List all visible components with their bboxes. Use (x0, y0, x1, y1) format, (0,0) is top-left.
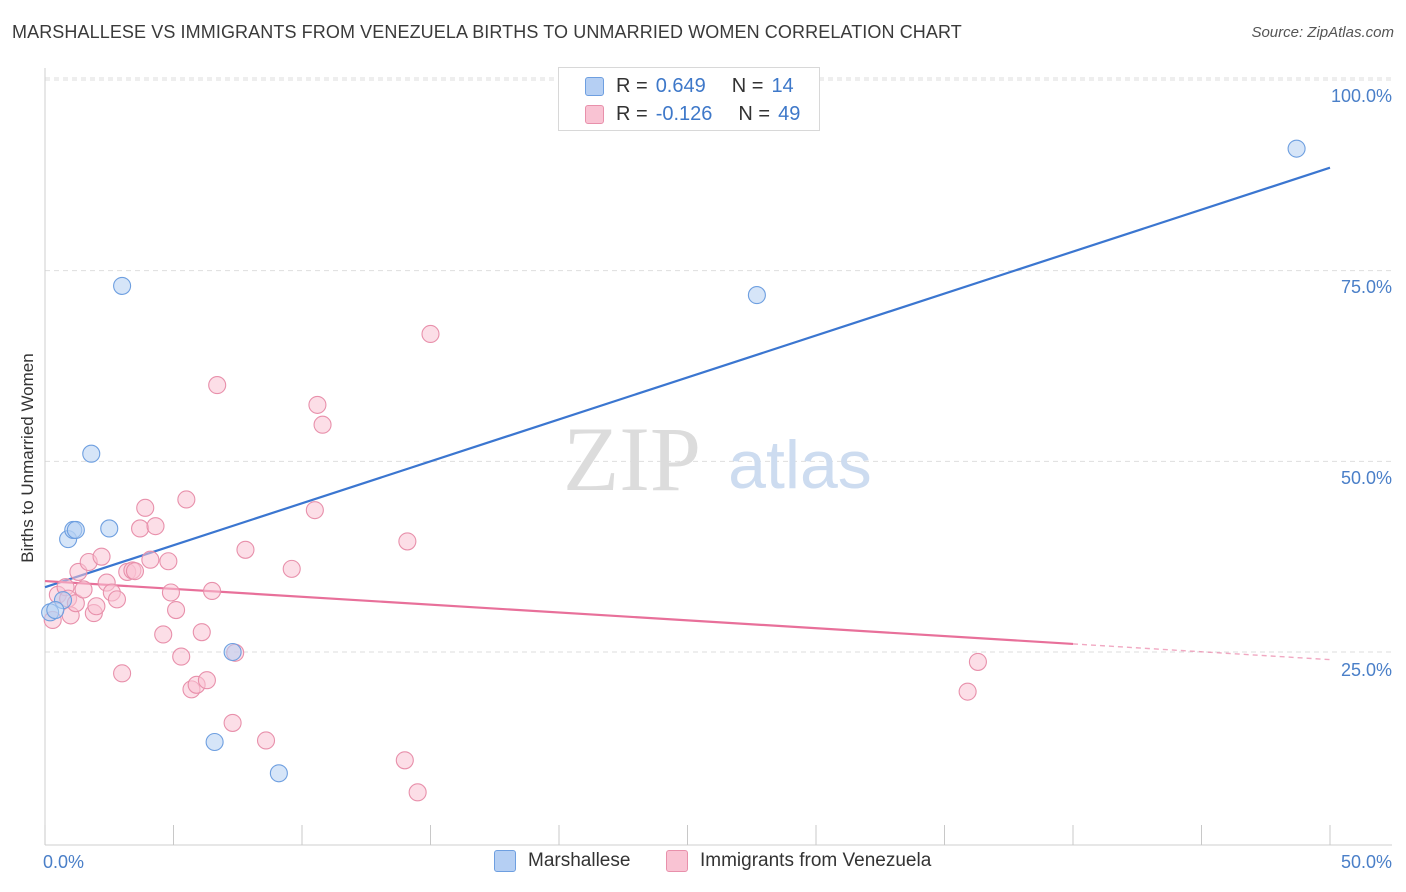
data-point (136, 498, 155, 517)
chart-title: MARSHALLESE VS IMMIGRANTS FROM VENEZUELA… (12, 22, 962, 42)
data-points (41, 139, 1306, 802)
data-point (87, 597, 106, 616)
legend-label: Marshallese (528, 850, 631, 871)
axes (44, 68, 1392, 846)
legend-n-label: N = (738, 102, 771, 125)
data-point (46, 601, 65, 620)
data-point (131, 519, 150, 538)
y-tick-label: 100.0% (1330, 86, 1392, 106)
data-point (395, 751, 414, 770)
data-point (113, 276, 132, 295)
data-point (107, 590, 127, 609)
legend-r-value: 0.649 (655, 74, 706, 97)
data-point (197, 671, 216, 690)
watermark-zip: ZIP (563, 408, 701, 510)
data-point (282, 559, 301, 578)
trend-line (44, 166, 1331, 589)
data-point (958, 682, 977, 701)
data-point (154, 625, 173, 644)
data-point (146, 517, 165, 536)
data-point (421, 324, 440, 344)
data-point (208, 376, 227, 395)
legend-r-value: -0.126 (655, 102, 713, 125)
data-point (313, 415, 332, 434)
data-point (305, 501, 324, 520)
legend-swatch (666, 850, 688, 872)
data-point (161, 583, 180, 602)
x-tick-label: 50.0% (1340, 852, 1392, 872)
legend-swatch (494, 850, 516, 872)
data-point (747, 286, 766, 305)
data-point (236, 540, 255, 559)
data-point (100, 519, 119, 538)
data-point (177, 490, 196, 509)
data-point (408, 783, 427, 802)
data-point (82, 444, 101, 463)
data-point (167, 601, 186, 620)
data-point (308, 395, 327, 414)
legend-swatch (585, 104, 604, 124)
legend-n-value: 14 (771, 74, 794, 97)
data-point (172, 647, 191, 666)
source-credit: Source: ZipAtlas.com (1251, 24, 1394, 41)
data-point (141, 550, 160, 569)
legend-n-label: N = (731, 74, 764, 97)
data-point (968, 652, 987, 671)
data-point (223, 713, 242, 732)
stats-legend: R = 0.649 N = 14 R = -0.126 N = 49 (558, 67, 820, 131)
x-tick-label: 0.0% (43, 852, 85, 872)
legend-item-marshallese[interactable]: Marshallese (494, 850, 630, 872)
y-tick-label: 75.0% (1340, 277, 1392, 297)
data-point (159, 552, 178, 571)
data-point (125, 562, 144, 581)
legend-item-venezuela[interactable]: Immigrants from Venezuela (666, 850, 931, 872)
watermark-atlas: atlas (728, 427, 872, 503)
data-point (205, 732, 224, 752)
y-tick-label: 50.0% (1340, 468, 1392, 488)
trend-line-extension (1072, 643, 1331, 661)
data-point (398, 532, 417, 551)
data-point (269, 764, 288, 783)
data-point (66, 520, 85, 540)
legend-swatch (585, 76, 604, 96)
data-point (74, 580, 93, 599)
data-point (223, 642, 242, 662)
legend-row-marshallese: R = 0.649 N = 14 (559, 72, 794, 100)
y-tick-label: 25.0% (1340, 660, 1392, 680)
watermark: ZIP atlas (563, 408, 872, 510)
legend-row-venezuela: R = -0.126 N = 49 (559, 100, 800, 128)
data-point (256, 731, 276, 750)
data-point (192, 623, 211, 642)
data-point (203, 581, 222, 601)
legend-r-label: R = (616, 102, 648, 125)
data-point (113, 664, 132, 683)
grid-lines (45, 77, 1392, 653)
data-point (92, 547, 111, 566)
legend-n-value: 49 (778, 102, 801, 125)
y-axis-label: Births to Unmarried Women (18, 353, 37, 563)
legend-r-label: R = (616, 74, 648, 97)
legend-label: Immigrants from Venezuela (700, 850, 932, 871)
data-point (1287, 139, 1306, 158)
